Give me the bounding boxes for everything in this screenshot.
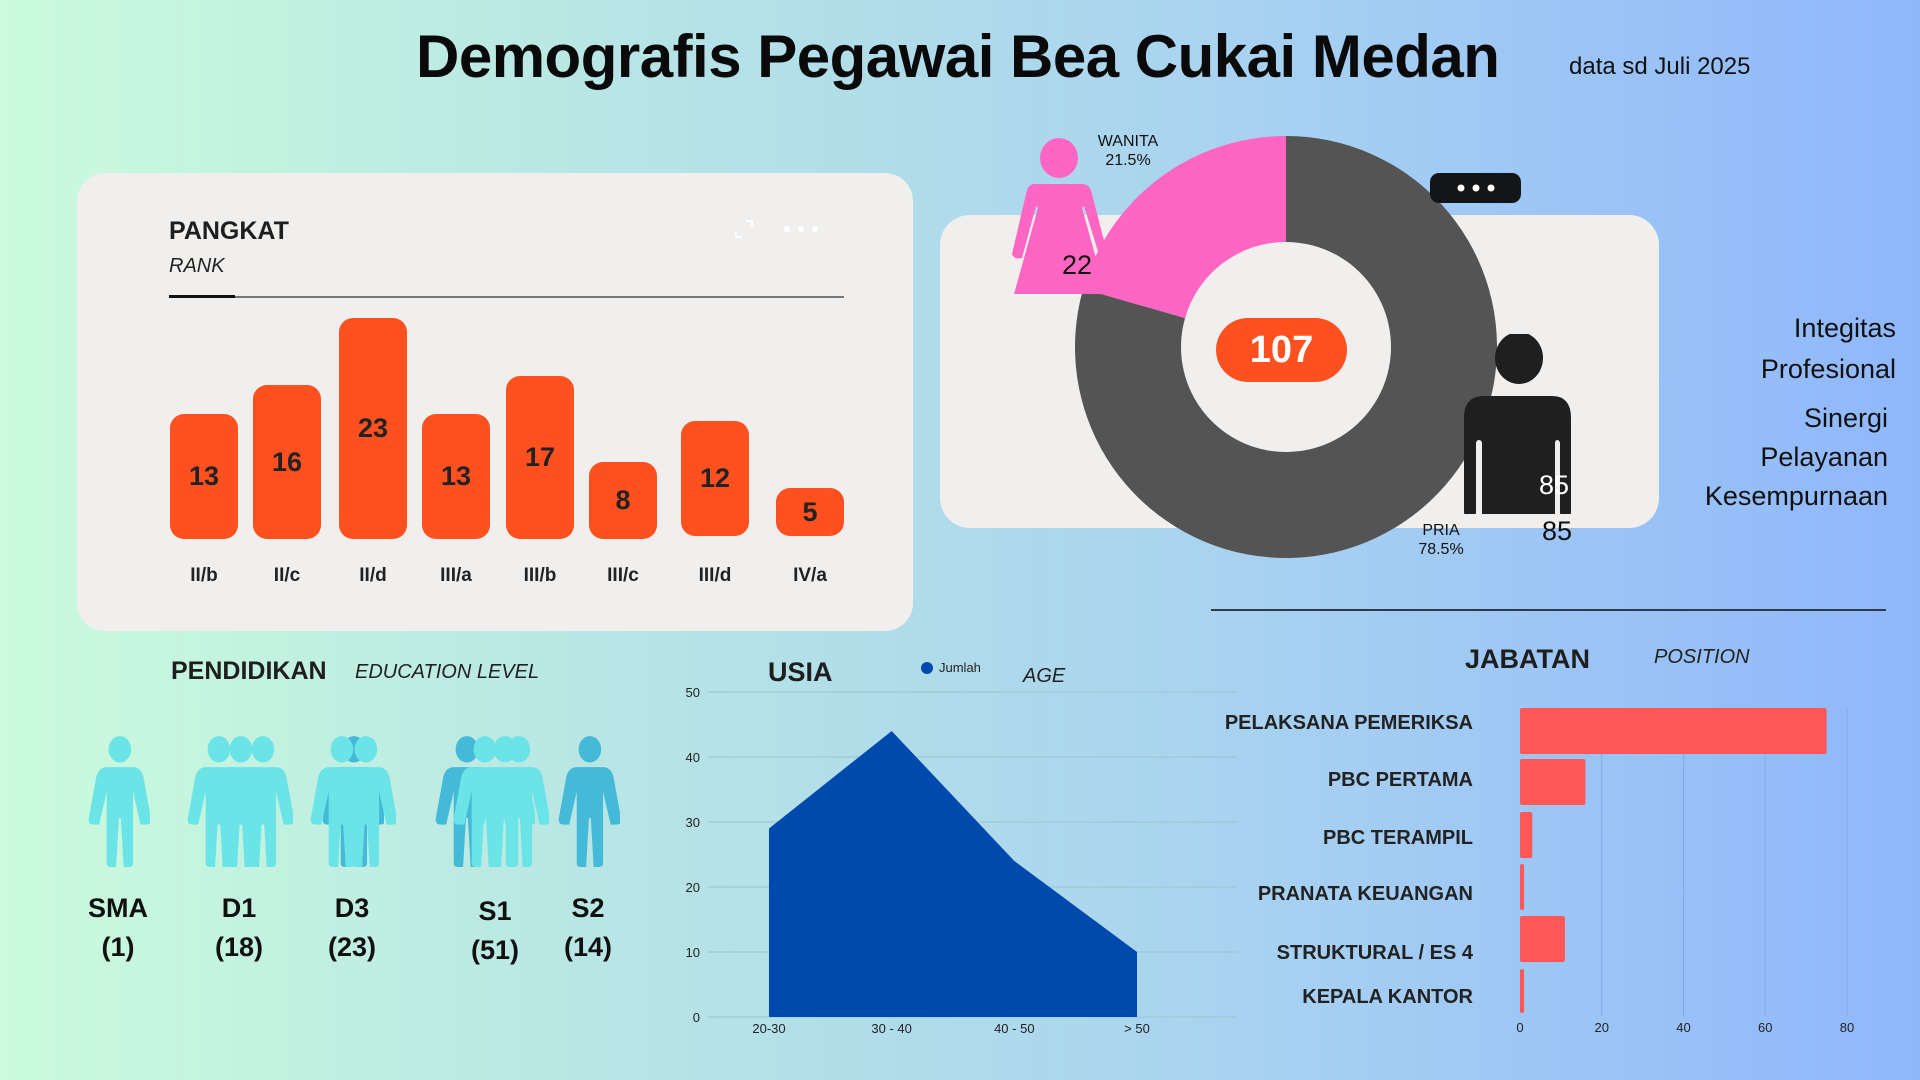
education-level-label: D3 [334,893,370,923]
age-x-tick-label: > 50 [1124,1021,1150,1036]
male-slice[interactable] [1075,136,1497,558]
education-level-count: (51) [470,935,519,965]
position-x-tick-label: 0 [1516,1020,1523,1035]
more-options-button[interactable] [1430,173,1521,203]
age-area [769,731,1137,1017]
rank-card [77,173,913,631]
page-title: Demografis Pegawai Bea Cukai Medan [416,23,1500,90]
rank-divider-accent [169,295,235,298]
education-level-label: S2 [571,893,605,923]
female-slice[interactable] [1083,136,1286,319]
total-employees-badge: 107 [1216,318,1347,382]
age-y-tick-label: 40 [686,750,700,765]
rank-bar[interactable]: 12 [681,420,749,536]
education-level-label: S1 [478,896,512,926]
age-y-tick-label: 0 [693,1010,700,1025]
rank-tick-label: III/a [440,565,472,586]
value-profesional: Profesional [1760,354,1896,384]
rank-bar[interactable]: 5 [776,488,844,536]
age-x-tick-label: 20-30 [752,1021,785,1036]
rank-divider [169,296,844,298]
position-title: JABATAN [1465,644,1590,674]
age-subtitle: AGE [1023,665,1066,687]
male-percent: 78.5% [1418,541,1464,558]
value-pelayanan: Pelayanan [1760,442,1888,472]
age-title: USIA [768,657,833,687]
education-level-count: (18) [214,932,263,962]
more-dots-icon[interactable] [782,222,822,234]
more-dots-icon [1457,184,1495,192]
rank-tick-label: II/b [190,565,218,586]
education-title: PENDIDIKAN [171,657,327,685]
rank-bar[interactable]: 13 [170,414,238,539]
female-label: WANITA [1097,133,1159,150]
age-y-tick-label: 20 [686,880,700,895]
rank-tick-label: III/b [523,565,557,586]
rank-tick-label: III/c [607,565,639,586]
position-x-tick-label: 40 [1676,1020,1690,1035]
legend-dot-icon [921,662,933,674]
rank-bar-chart: 13 II/b 16 II/c 23 II/d 13 III/a 17 III/b 8 III/c 12… [0,0,844,586]
male-count: 85 [1542,516,1573,546]
position-bar[interactable] [1520,812,1533,858]
value-integritas: Integitas [1793,313,1896,343]
position-x-tick-label: 80 [1840,1020,1854,1035]
age-y-tick-label: 10 [686,945,700,960]
position-subtitle: POSITION [1654,646,1750,668]
position-bar[interactable] [1520,916,1565,962]
age-y-tick-label: 50 [686,685,700,700]
education-level-count: (23) [327,932,376,962]
education-level-count: (1) [101,932,135,962]
rank-tick-label: IV/a [793,565,827,586]
value-sinergi: Sinergi [1803,403,1888,433]
rank-bar[interactable]: 8 [589,462,657,539]
position-bar[interactable] [1520,864,1525,910]
position-x-tick-label: 60 [1758,1020,1772,1035]
rank-bar[interactable]: 13 [422,414,490,539]
man-icon [1464,334,1571,514]
female-legend: WANITA 21.5% [1097,132,1159,170]
rank-tick-label: II/c [273,565,301,586]
age-x-tick-label: 40 - 50 [994,1021,1034,1036]
expand-icon[interactable] [734,219,754,239]
rank-bar[interactable]: 16 [253,385,321,539]
education-level-count: (14) [563,932,612,962]
age-x-tick-label: 30 - 40 [871,1021,911,1036]
rank-subtitle: RANK [169,255,225,277]
age-y-tick-label: 30 [686,815,700,830]
position-bar[interactable] [1520,708,1827,754]
rank-tick-label: III/d [698,565,732,586]
age-legend-label: Jumlah [939,660,981,675]
rank-bar[interactable]: 17 [506,375,574,539]
male-legend: PRIA 78.5% [1412,521,1470,559]
position-bar[interactable] [1520,759,1586,805]
value-kesempurnaan: Kesempurnaan [1704,481,1888,511]
position-bar[interactable] [1520,969,1525,1013]
rank-title: PANGKAT [169,217,289,245]
female-percent: 21.5% [1105,152,1151,169]
male-count-ghost: 85 [1539,470,1570,500]
education-level-label: D1 [221,893,257,923]
rank-bar[interactable]: 23 [339,318,407,539]
male-label: PRIA [1422,522,1460,539]
education-subtitle: EDUCATION LEVEL [355,661,540,683]
data-date-note: data sd Juli 2025 [1569,53,1751,80]
position-x-tick-label: 20 [1595,1020,1609,1035]
female-count: 22 [1062,250,1093,280]
section-divider [1211,609,1886,611]
woman-icon [1012,138,1108,294]
gender-donut-chart [1075,136,1497,558]
education-level-label: SMA [88,893,148,923]
rank-tick-label: II/d [359,565,387,586]
